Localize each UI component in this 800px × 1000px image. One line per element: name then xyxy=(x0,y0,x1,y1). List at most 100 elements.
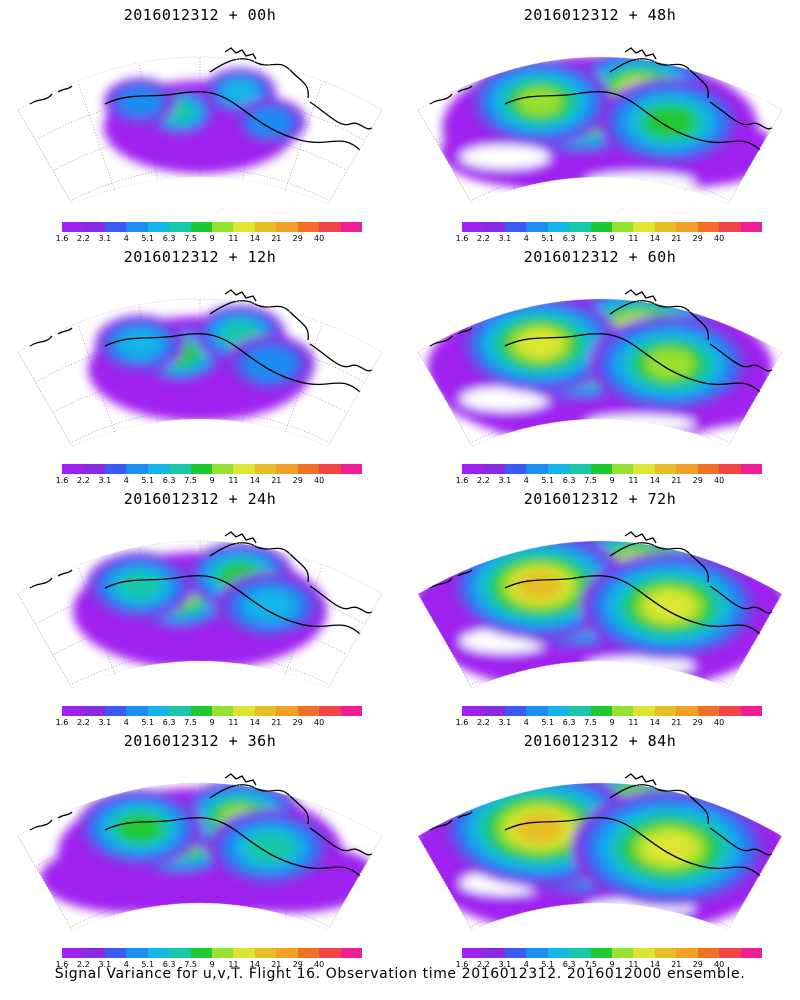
colorbar-label: 14 xyxy=(249,476,260,485)
colorbar-swatch xyxy=(719,948,742,958)
colorbar-label: 11 xyxy=(228,476,239,485)
variance-field xyxy=(440,57,780,199)
colorbar-swatch xyxy=(233,948,256,958)
colorbar-label: 9 xyxy=(209,234,215,243)
colorbar-swatch xyxy=(526,464,549,474)
panel-title: 2016012312 + 84h xyxy=(523,732,677,750)
colorbar-label: 3.1 xyxy=(98,718,112,727)
colorbar-swatch xyxy=(654,222,677,232)
variance-map xyxy=(417,289,783,446)
colorbar-swatch xyxy=(462,222,484,232)
colorbar-swatch xyxy=(590,222,613,232)
colorbar-label: 40 xyxy=(314,476,325,485)
colorbar-label: 3.1 xyxy=(498,476,512,485)
forecast-panel: 2016012312 + 84h 1.6 2.2 3.1 4 5.1 6.3 7.5 9 11 14… xyxy=(400,726,800,971)
figure-caption: Signal Variance for u,v,T. Flight 16. Ob… xyxy=(54,966,746,982)
colorbar-swatch xyxy=(719,464,742,474)
colorbar-swatch xyxy=(297,464,320,474)
colorbar-swatch xyxy=(254,464,277,474)
variance-map xyxy=(417,531,783,688)
colorbar-label: 7.5 xyxy=(584,234,597,243)
colorbar-label: 1.6 xyxy=(55,960,69,969)
colorbar-label: 2.2 xyxy=(477,960,490,969)
colorbar-label: 5.1 xyxy=(141,960,155,969)
colorbar-swatch xyxy=(212,464,234,474)
colorbar-label: 40 xyxy=(314,718,325,727)
variance-field xyxy=(88,305,315,422)
colorbar-label: 21 xyxy=(271,718,282,727)
coastline-lines xyxy=(29,47,373,151)
colorbar-label: 40 xyxy=(714,234,725,243)
colorbar-swatch xyxy=(104,948,127,958)
colorbar-label: 11 xyxy=(228,234,239,243)
colorbar-swatch xyxy=(590,948,613,958)
colorbar-label: 6.3 xyxy=(562,476,576,485)
colorbar-swatch xyxy=(697,948,720,958)
coastline-lines xyxy=(29,773,373,877)
colorbar-swatch xyxy=(276,222,299,232)
colorbar-swatch xyxy=(233,222,256,232)
colorbar-swatch xyxy=(212,948,234,958)
colorbar-swatch xyxy=(104,222,127,232)
colorbar-label: 3.1 xyxy=(98,476,112,485)
coastline-lines xyxy=(429,531,773,635)
forecast-panel: 2016012312 + 12h 1.6 2.2 3.1 4 5.1 6.3 7.5 9 11 14… xyxy=(0,242,400,487)
colorbar-swatch xyxy=(590,464,613,474)
colorbar-swatch xyxy=(254,222,277,232)
colorbar-swatch xyxy=(83,948,106,958)
colorbar-label: 4 xyxy=(123,960,129,969)
colorbar-label: 1.6 xyxy=(55,718,69,727)
colorbar-swatch xyxy=(612,948,634,958)
colorbar-label: 1.6 xyxy=(455,718,469,727)
colorbar-label: 29 xyxy=(292,718,303,727)
colorbar-swatch xyxy=(654,948,677,958)
colorbar-label: 11 xyxy=(628,718,639,727)
colorbar-swatch xyxy=(297,222,320,232)
colorbar-label: 14 xyxy=(649,718,660,727)
colorbar-label: 9 xyxy=(609,960,615,969)
colorbar-label: 14 xyxy=(649,960,660,969)
colorbar-label: 21 xyxy=(271,234,282,243)
variance-field xyxy=(418,541,782,688)
colorbar-swatch xyxy=(297,706,320,716)
variance-map xyxy=(17,531,383,688)
colorbar-swatch xyxy=(340,706,363,716)
colorbar-label: 29 xyxy=(692,234,703,243)
colorbar-swatch xyxy=(740,706,763,716)
colorbar-swatch xyxy=(126,222,149,232)
colorbar-swatch xyxy=(654,706,677,716)
colorbar-swatch xyxy=(104,464,127,474)
colorbar-label: 4 xyxy=(123,234,129,243)
colorbar xyxy=(62,464,363,474)
colorbar-swatch xyxy=(233,706,256,716)
colorbar-swatch xyxy=(547,706,570,716)
colorbar-label: 2.2 xyxy=(77,234,90,243)
colorbar-swatch xyxy=(526,222,549,232)
colorbar-label: 5.1 xyxy=(141,234,155,243)
colorbar-swatch xyxy=(276,706,299,716)
colorbar-label: 2.2 xyxy=(477,234,490,243)
colorbar-swatch xyxy=(697,464,720,474)
colorbar-label: 9 xyxy=(609,234,615,243)
colorbar-label: 4 xyxy=(523,960,529,969)
colorbar-swatch xyxy=(719,706,742,716)
colorbar-swatch xyxy=(633,948,656,958)
colorbar-swatch xyxy=(169,464,192,474)
colorbar-labels: 1.6 2.2 3.1 4 5.1 6.3 7.5 9 11 14 21 29 40 xyxy=(56,476,362,486)
colorbar-label: 5.1 xyxy=(541,476,555,485)
colorbar-swatch xyxy=(169,948,192,958)
colorbar-swatch xyxy=(340,948,363,958)
colorbar-swatch xyxy=(654,464,677,474)
colorbar-label: 14 xyxy=(249,960,260,969)
colorbar-swatch xyxy=(612,706,634,716)
colorbar-label: 9 xyxy=(609,476,615,485)
colorbar-label: 40 xyxy=(314,960,325,969)
colorbar-swatch xyxy=(633,222,656,232)
colorbar-label: 9 xyxy=(209,960,215,969)
panel-title: 2016012312 + 36h xyxy=(123,732,277,750)
forecast-panel: 2016012312 + 48h 1.6 2.2 3.1 4 5.1 6.3 7.5 9 11 14… xyxy=(400,0,800,245)
coastline-lines xyxy=(429,289,773,393)
colorbar-swatch xyxy=(254,706,277,716)
variance-field xyxy=(427,299,780,446)
panel-title: 2016012312 + 60h xyxy=(523,248,677,266)
